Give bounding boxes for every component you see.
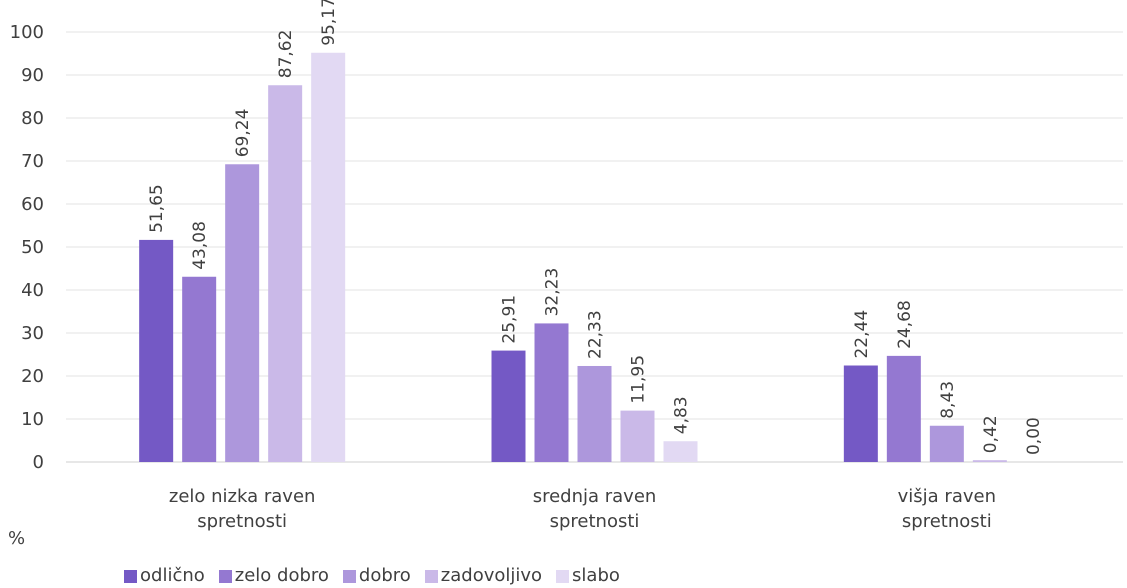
data-label: 24,68 <box>895 300 915 349</box>
legend-swatch <box>124 569 137 583</box>
legend-item: zelo dobro <box>218 565 329 586</box>
category-label: višja raven <box>898 486 996 507</box>
y-tick-label: 30 <box>21 323 44 344</box>
bar <box>972 460 1007 462</box>
y-tick-label: 50 <box>21 237 44 258</box>
data-label: 32,23 <box>543 268 563 317</box>
data-label: 22,33 <box>586 310 606 359</box>
legend: odlično zelo dobro dobro zadovoljivo slabo <box>124 566 620 586</box>
legend-item: slabo <box>556 566 620 586</box>
data-label: 43,08 <box>190 221 210 270</box>
data-label: 25,91 <box>500 295 520 344</box>
y-axis-ticks: 0 10 20 30 40 50 60 70 80 90 100 <box>10 22 44 473</box>
bar <box>225 164 260 462</box>
legend-label: dobro <box>358 565 411 586</box>
data-label: 4,83 <box>672 396 692 434</box>
bars <box>139 52 1007 462</box>
data-label: 95,17 <box>319 0 339 46</box>
data-label: 69,24 <box>233 109 253 158</box>
bar <box>268 85 303 462</box>
y-axis-unit-label: % <box>8 528 26 549</box>
bar <box>311 52 346 462</box>
bar <box>843 365 878 462</box>
y-tick-label: 60 <box>21 194 44 215</box>
legend-label: zelo dobro <box>234 565 329 586</box>
bar-chart: 0 10 20 30 40 50 60 70 80 90 100 51,65 43,08 69,24 87… <box>10 0 1123 532</box>
data-label: 11,95 <box>629 355 649 404</box>
data-label: 87,62 <box>276 30 296 79</box>
category-label: zelo nizka raven <box>169 486 316 507</box>
data-label: 22,44 <box>852 310 872 359</box>
bar <box>620 410 655 462</box>
y-tick-label: 90 <box>21 65 44 86</box>
x-axis-categories: zelo nizka raven spretnosti srednja raven s… <box>169 486 996 532</box>
bar <box>182 276 217 462</box>
data-label: 0,42 <box>981 415 1001 453</box>
y-tick-label: 100 <box>10 22 44 43</box>
legend-label: slabo <box>572 565 620 586</box>
y-tick-label: 70 <box>21 151 44 172</box>
legend-item: odlično <box>124 566 205 586</box>
bar <box>139 239 174 462</box>
legend-item: zadovoljivo <box>424 565 543 586</box>
legend-label: zadovoljivo <box>440 565 543 586</box>
category-label: srednja raven <box>533 486 657 507</box>
y-tick-label: 10 <box>21 409 44 430</box>
category-label: spretnosti <box>550 511 640 532</box>
bar <box>663 441 698 462</box>
y-tick-label: 0 <box>33 452 44 473</box>
y-tick-label: 80 <box>21 108 44 129</box>
bar <box>886 355 921 462</box>
legend-swatch <box>218 569 232 583</box>
data-label: 51,65 <box>147 184 167 233</box>
category-label: spretnosti <box>197 511 287 532</box>
y-tick-label: 20 <box>21 366 44 387</box>
bar <box>491 350 526 462</box>
legend-label: odlično <box>140 565 205 586</box>
data-label: 0,00 <box>1024 417 1044 455</box>
bar <box>577 365 612 462</box>
data-labels: 51,65 43,08 69,24 87,62 95,17 25,91 32,23 22,33… <box>147 0 1044 455</box>
bar <box>534 323 569 462</box>
category-label: spretnosti <box>902 511 992 532</box>
legend-swatch <box>342 569 356 583</box>
legend-item: dobro <box>342 565 411 586</box>
legend-swatch <box>424 569 438 583</box>
legend-swatch <box>556 569 570 583</box>
y-tick-label: 40 <box>21 280 44 301</box>
data-label: 8,43 <box>938 381 958 419</box>
bar <box>929 425 964 462</box>
